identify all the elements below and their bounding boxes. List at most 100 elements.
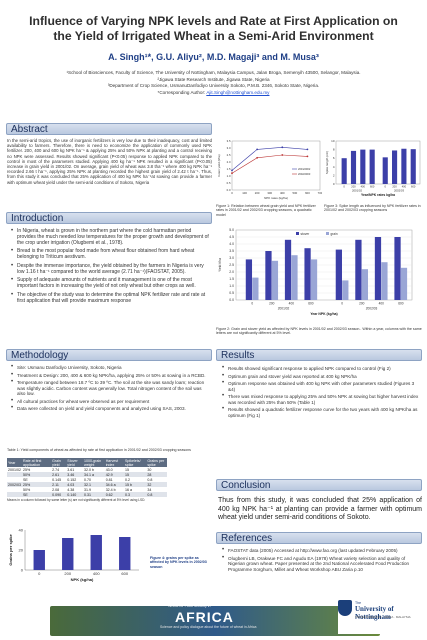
bar (369, 149, 375, 184)
y-tick-label: 2.5 (229, 263, 234, 267)
x-tick-label: 400 (361, 185, 366, 189)
table-cell: 0.152 (67, 477, 77, 482)
y-axis-label: Grain yield (t/ha) (217, 154, 221, 176)
bar (265, 251, 272, 300)
table-header-cell: Stover yield (66, 458, 83, 467)
bar (381, 262, 388, 300)
bar (342, 280, 349, 300)
group-label: 2002/03 (394, 189, 405, 193)
series-line (231, 154, 308, 174)
y-tick-label: 6 (333, 156, 335, 160)
y-tick-label: 1.5 (227, 167, 231, 171)
intro-bullet: Bread is the most popular food made from… (11, 248, 210, 260)
table-cell: 43.0 (105, 467, 113, 472)
y-tick-label: 20 (19, 547, 24, 552)
figure-1: 0.0 0.5 1.0 1.5 2.0 2.5 3.0 3.5 0 100 200 300 400 500… (216, 138, 323, 202)
figure-2-caption: Figure 2: Grain and stover yield as affe… (216, 327, 422, 336)
y-tick-label: 2 (333, 173, 335, 177)
references-heading: References (216, 532, 422, 544)
x-tick-label: 300 (267, 191, 272, 195)
corresponding-email[interactable]: Ajit.Singh@nottingham.edu.my (206, 89, 270, 95)
methodology-heading: Methodology (6, 349, 212, 361)
table-header-cell: 1000-grain weight (82, 458, 105, 467)
table-cell: 0.2 (124, 477, 130, 482)
legend-label: 2001/2002 (298, 167, 311, 171)
university-logo: The University of Nottingham UNITED KING… (338, 598, 418, 634)
y-tick-label: 0.5 (229, 291, 234, 295)
footer: Wheat for Food Security in AFRICA Scienc… (0, 596, 427, 640)
y-tick-label: 10 (331, 139, 335, 143)
affiliations: ¹School of Biosciences, Faculty of Scien… (18, 70, 409, 96)
x-tick-label: 700 (318, 191, 322, 195)
bar (361, 269, 368, 300)
authors: A. Singh¹*, G.U. Aliyu², M.D. Magaji³ an… (108, 52, 319, 62)
bar (119, 537, 131, 570)
bar (245, 259, 253, 300)
table-row: SE 0.090 0.140 0.31 0.62 0.3 0.8 (7, 492, 167, 497)
bar (271, 260, 279, 300)
y-tick-label: 0 (333, 182, 335, 186)
results-bullet: Results showed significant response to a… (222, 366, 419, 372)
bar (335, 249, 342, 300)
x-tick-label: 200 (269, 302, 275, 306)
bar (284, 239, 292, 300)
y-tick-label: 3.0 (227, 146, 231, 150)
table-header-cell: Grain yield (51, 458, 67, 467)
table-cell: 15 b (123, 482, 147, 487)
table-cell: 2.61 (51, 472, 67, 477)
bar (90, 535, 102, 570)
x-tick-label: 0 (384, 185, 386, 189)
legend-label: stover (301, 232, 311, 236)
method-bullet: Temperature ranged between 18.7 ºC to 39… (11, 380, 210, 397)
table-cell: 32 (146, 482, 167, 487)
x-tick-label: 200 (359, 302, 365, 306)
method-bullet: Site: Usmanu Danfodiyo University, Sokot… (11, 365, 210, 371)
x-tick-label: 500 (293, 191, 298, 195)
table-row: SE 0.145 0.152 0.70 0.81 0.2 0.8 (7, 477, 167, 482)
table-cell: 31.9 (83, 487, 91, 492)
methodology-list: Site: Usmanu Danfodiyo University, Sokot… (10, 365, 210, 414)
x-tick-label: 600 (398, 302, 404, 306)
shield-icon (338, 600, 352, 616)
x-axis-label: NPK (kg/ha) (71, 577, 94, 582)
y-tick-label: 0.5 (227, 181, 231, 185)
university-sub: UNITED KINGDOM · CHINA · MALAYSIA (355, 615, 411, 619)
table-cell: 34.6 a (104, 482, 124, 487)
bar (410, 149, 416, 184)
africa-logo-text: AFRICA (175, 609, 234, 625)
table-cell: 25% (23, 467, 31, 472)
bar (394, 237, 401, 300)
table-cell: 2.74 (52, 467, 60, 472)
table-cell: 4.38 (67, 487, 75, 492)
table-cell: 32.0 b (83, 467, 94, 472)
table-cell: SE (23, 477, 28, 482)
legend-swatch (296, 232, 299, 235)
data-point (281, 154, 284, 156)
results-bullet: Optimum grain and stover yield was repor… (222, 374, 419, 380)
table-cell (7, 492, 22, 497)
bar (400, 267, 408, 300)
results-heading: Results (216, 349, 422, 361)
y-tick-label: 1.0 (227, 174, 231, 178)
x-tick-label: 400 (93, 571, 100, 576)
table-cell: 34.1 a (82, 472, 105, 477)
bar (291, 255, 298, 300)
bar (33, 550, 45, 570)
reference-item: FAOSTAT data (2005) Accessed at http://w… (222, 548, 419, 554)
bar (62, 538, 74, 570)
y-tick-label: 2.5 (227, 153, 231, 157)
table-header-cell: Harvest index (104, 458, 124, 467)
table-1-caption: Table 1: Yield components of wheat as af… (7, 448, 191, 452)
university-name: University of Nottingham (355, 605, 394, 621)
y-axis-label: Spike length (cm) (325, 151, 329, 174)
table-cell: 32.4 b (105, 487, 116, 492)
table-header-cell: Rate at first application (22, 458, 52, 467)
abstract-text: In the semi-arid tropics, the use of ino… (7, 138, 212, 185)
y-tick-label: 8 (333, 148, 335, 152)
y-tick-label: 4.0 (229, 242, 234, 246)
table-cell: 0.140 (66, 492, 83, 497)
bar (341, 158, 347, 184)
figure-1-chart: 0.0 0.5 1.0 1.5 2.0 2.5 3.0 3.5 0 100 200 300 400 500… (217, 139, 323, 200)
y-tick-label: 2.0 (229, 270, 234, 274)
x-tick-label: 600 (370, 185, 375, 189)
